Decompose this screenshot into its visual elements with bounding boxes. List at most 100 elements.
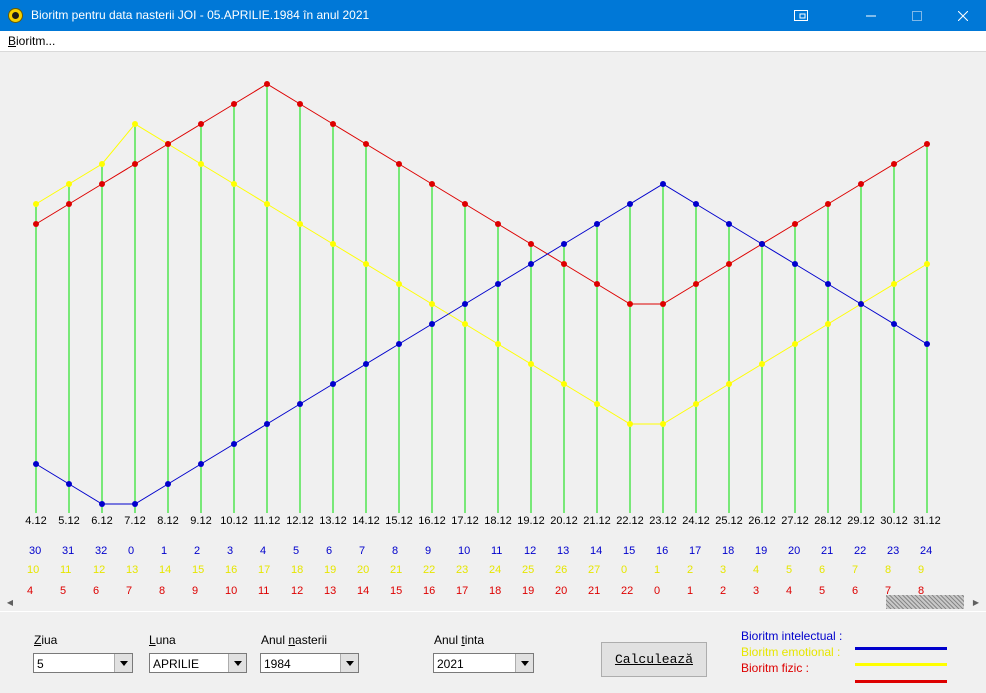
chevron-down-icon[interactable] <box>114 654 132 672</box>
data-point <box>924 141 930 147</box>
data-point <box>264 201 270 207</box>
day-number: 20 <box>788 545 800 557</box>
data-point <box>594 401 600 407</box>
luna-value: APRILIE <box>153 657 200 671</box>
legend-fizic-line <box>855 680 947 683</box>
chart-svg: 4.12 5.12 6.12 7.12 8.12 9.12 10.12 11.12 12.12 1… <box>25 81 941 597</box>
data-point <box>891 281 897 287</box>
day-number: 6 <box>93 585 99 594</box>
data-point <box>165 141 171 147</box>
data-point <box>132 501 138 507</box>
day-number: 24 <box>920 545 932 557</box>
restore-window-icon[interactable] <box>778 0 824 31</box>
x-tick-label: 31.12 <box>913 515 941 527</box>
data-point <box>561 261 567 267</box>
data-point <box>825 201 831 207</box>
x-tick-label: 25.12 <box>715 515 743 527</box>
day-number: 8 <box>392 545 398 557</box>
x-tick-label: 26.12 <box>748 515 776 527</box>
scrollbar-thumb[interactable] <box>886 595 964 609</box>
menu-bioritm[interactable]: Bioritm... <box>8 34 56 48</box>
menu-bar: Bioritm... <box>0 31 986 52</box>
chevron-down-icon[interactable] <box>340 654 358 672</box>
day-number: 7 <box>885 585 891 594</box>
day-number: 4 <box>260 545 266 557</box>
chevron-down-icon[interactable] <box>515 654 533 672</box>
legend-fizic-label: Bioritm fizic : <box>741 661 810 675</box>
x-tick-label: 28.12 <box>814 515 842 527</box>
data-point <box>429 301 435 307</box>
luna-select[interactable]: APRILIE <box>149 653 247 673</box>
day-number: 18 <box>722 545 734 557</box>
data-point <box>396 161 402 167</box>
day-number: 30 <box>29 545 41 557</box>
data-point <box>231 101 237 107</box>
legend-emotional-line <box>855 663 947 666</box>
day-number: 3 <box>753 585 759 594</box>
calculeaza-button[interactable]: Calculează <box>601 642 707 677</box>
day-number: 21 <box>821 545 833 557</box>
day-number: 7 <box>359 545 365 557</box>
data-point <box>825 281 831 287</box>
day-number: 19 <box>324 564 336 576</box>
day-number: 14 <box>357 585 369 594</box>
data-point <box>858 301 864 307</box>
data-point <box>33 201 39 207</box>
luna-label: Luna <box>149 633 176 647</box>
ziua-value: 5 <box>37 657 44 671</box>
horizontal-scrollbar[interactable]: ◀ ▶ <box>2 594 984 610</box>
data-point <box>792 341 798 347</box>
x-tick-label: 19.12 <box>517 515 545 527</box>
day-number: 20 <box>555 585 567 594</box>
x-tick-label: 4.12 <box>25 515 46 527</box>
data-point <box>528 241 534 247</box>
data-point <box>462 301 468 307</box>
day-number: 20 <box>357 564 369 576</box>
data-point <box>726 261 732 267</box>
scroll-left-icon[interactable]: ◀ <box>6 597 14 607</box>
data-point <box>528 261 534 267</box>
day-number: 8 <box>918 585 924 594</box>
maximize-button[interactable] <box>894 0 940 31</box>
data-point <box>429 321 435 327</box>
anul-nasterii-select[interactable]: 1984 <box>260 653 359 673</box>
x-tick-label: 12.12 <box>286 515 314 527</box>
scroll-right-icon[interactable]: ▶ <box>972 597 980 607</box>
day-number: 3 <box>227 545 233 557</box>
close-button[interactable] <box>940 0 986 31</box>
ziua-select[interactable]: 5 <box>33 653 133 673</box>
data-point <box>627 201 633 207</box>
series-line-2 <box>35 83 928 305</box>
day-number: 21 <box>588 585 600 594</box>
day-number: 27 <box>588 564 600 576</box>
data-point <box>693 201 699 207</box>
data-point <box>924 261 930 267</box>
anul-tinta-select[interactable]: 2021 <box>433 653 534 673</box>
day-number: 5 <box>819 585 825 594</box>
chevron-down-icon[interactable] <box>228 654 246 672</box>
x-tick-label: 18.12 <box>484 515 512 527</box>
data-point <box>66 181 72 187</box>
x-tick-label: 22.12 <box>616 515 644 527</box>
x-tick-label: 20.12 <box>550 515 578 527</box>
day-number: 5 <box>293 545 299 557</box>
x-tick-label: 14.12 <box>352 515 380 527</box>
day-number: 1 <box>654 564 660 576</box>
data-point <box>495 281 501 287</box>
window-title: Bioritm pentru data nasterii JOI - 05.AP… <box>31 8 370 22</box>
data-point <box>825 321 831 327</box>
data-point <box>330 121 336 127</box>
day-number: 11 <box>258 585 269 594</box>
app-icon[interactable] <box>8 8 23 23</box>
x-tick-label: 7.12 <box>124 515 145 527</box>
day-number: 2 <box>687 564 693 576</box>
day-number: 2 <box>194 545 200 557</box>
data-point <box>363 141 369 147</box>
data-point <box>693 281 699 287</box>
day-number: 23 <box>887 545 899 557</box>
x-tick-label: 13.12 <box>319 515 347 527</box>
anul-tinta-label: Anul tinta <box>434 633 485 647</box>
minimize-button[interactable] <box>848 0 894 31</box>
data-point <box>561 381 567 387</box>
ziua-label-rest: iua <box>41 633 58 647</box>
